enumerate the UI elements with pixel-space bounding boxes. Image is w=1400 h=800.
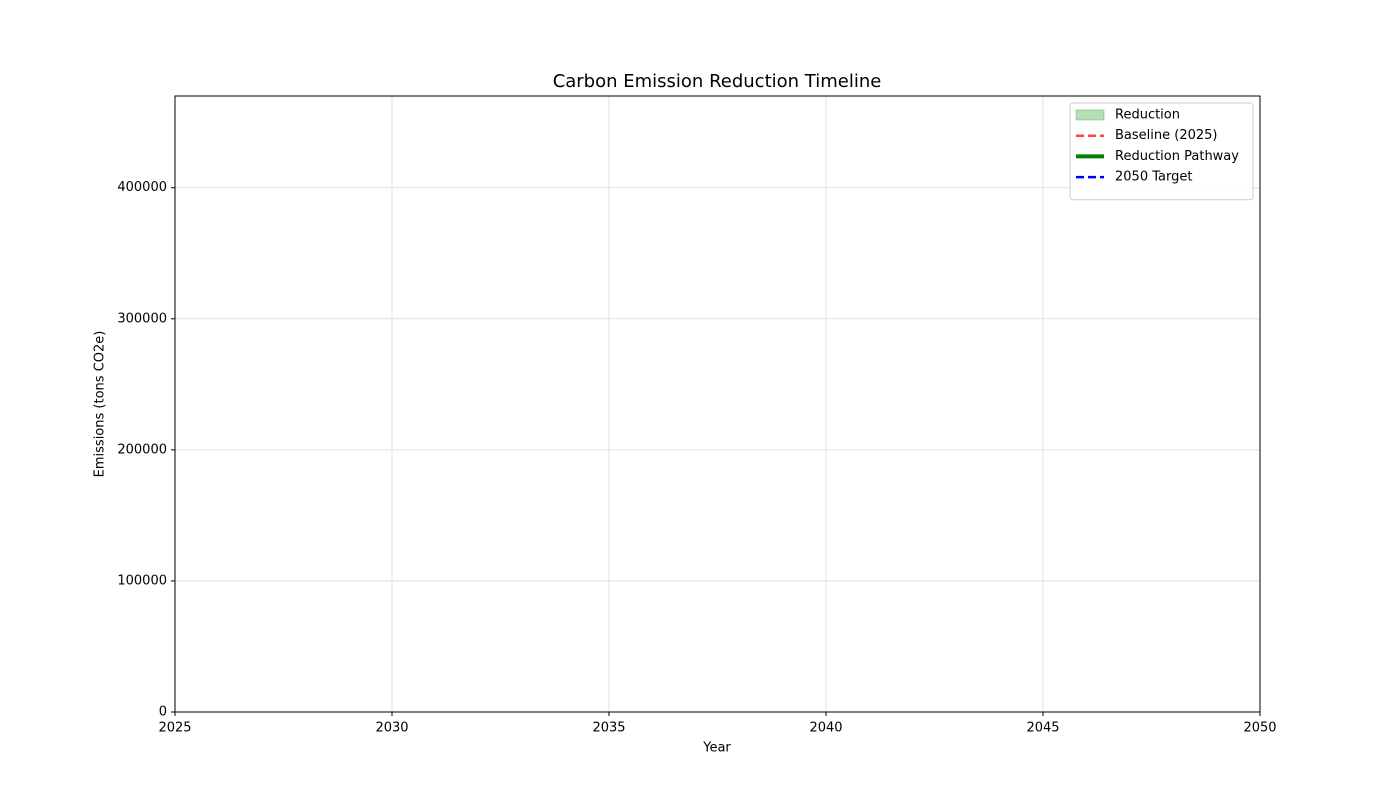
x-tick-label: 2040 (809, 721, 842, 736)
plot-frame (174, 95, 1261, 713)
legend-label: Baseline (2025) (1115, 128, 1217, 143)
y-tick-label: 400000 (117, 180, 167, 195)
legend-label: Reduction (1115, 108, 1180, 123)
y-tick-label: 200000 (117, 442, 167, 457)
legend-label: Reduction Pathway (1115, 149, 1239, 164)
chart-title: Carbon Emission Reduction Timeline (553, 71, 882, 92)
legend-swatch (1075, 109, 1105, 121)
x-axis-label: Year (702, 741, 731, 756)
y-axis-label: Emissions (tons CO2e) (93, 331, 108, 478)
y-tick-label: 0 (159, 705, 167, 720)
x-tick-label: 2025 (158, 721, 191, 736)
legend-box (1069, 102, 1254, 201)
x-tick-label: 2030 (375, 721, 408, 736)
x-tick-label: 2045 (1026, 721, 1059, 736)
y-tick-label: 300000 (117, 311, 167, 326)
y-tick-label: 100000 (117, 573, 167, 588)
legend-label: 2050 Target (1115, 170, 1192, 185)
x-tick-label: 2050 (1243, 721, 1276, 736)
x-tick-label: 2035 (592, 721, 625, 736)
